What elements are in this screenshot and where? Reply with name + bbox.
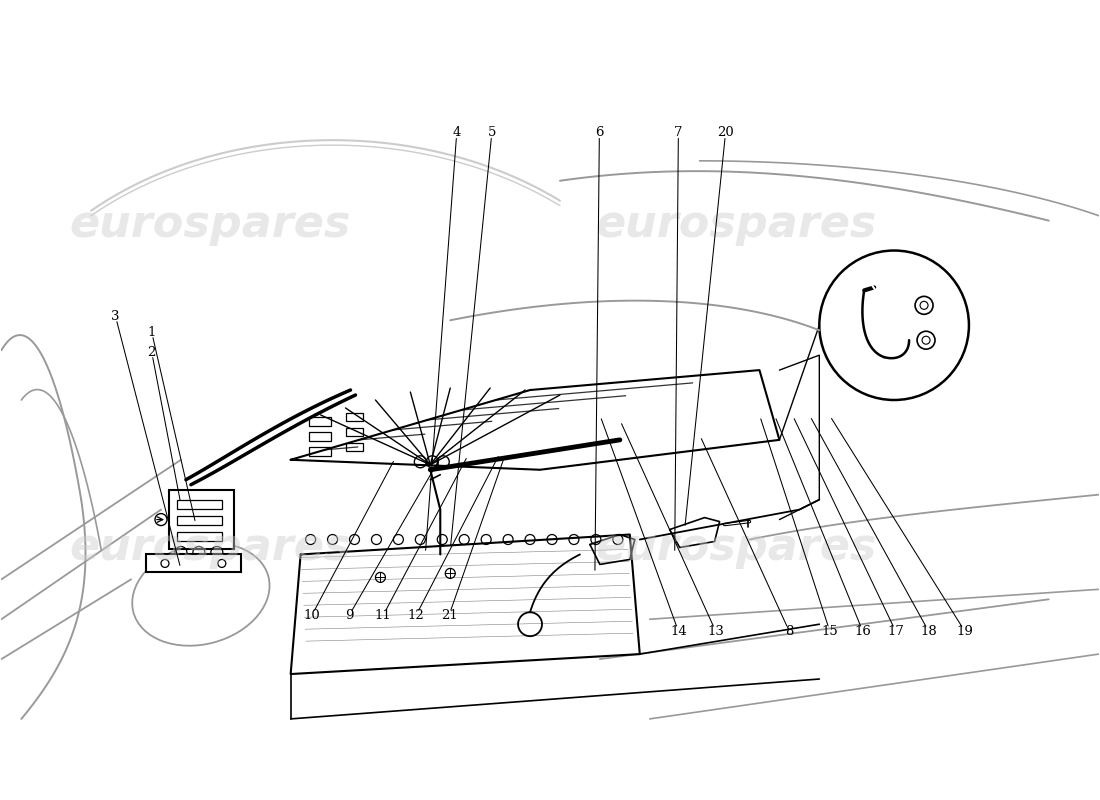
Text: 9: 9 xyxy=(345,609,353,622)
Bar xyxy=(345,413,363,421)
Text: 17: 17 xyxy=(888,625,904,638)
Text: 16: 16 xyxy=(855,625,871,638)
Bar xyxy=(345,428,363,436)
Text: eurospares: eurospares xyxy=(69,526,351,569)
Text: eurospares: eurospares xyxy=(69,203,351,246)
Text: 2: 2 xyxy=(147,346,156,358)
FancyBboxPatch shape xyxy=(146,554,241,572)
Text: 11: 11 xyxy=(375,609,392,622)
Bar xyxy=(309,417,331,426)
Bar xyxy=(309,432,331,441)
Text: eurospares: eurospares xyxy=(596,526,877,569)
Text: 18: 18 xyxy=(921,625,937,638)
Text: 15: 15 xyxy=(822,625,838,638)
FancyBboxPatch shape xyxy=(169,490,234,550)
Text: 1: 1 xyxy=(147,326,156,338)
Text: 20: 20 xyxy=(717,126,734,139)
Text: 19: 19 xyxy=(956,625,974,638)
Bar xyxy=(177,515,222,525)
Text: 7: 7 xyxy=(674,126,683,139)
Text: 21: 21 xyxy=(441,609,458,622)
Text: 5: 5 xyxy=(487,126,496,139)
Text: 12: 12 xyxy=(408,609,425,622)
Bar xyxy=(309,447,331,456)
Text: 13: 13 xyxy=(707,625,724,638)
Text: 8: 8 xyxy=(785,625,793,638)
Bar xyxy=(177,500,222,509)
Text: 10: 10 xyxy=(304,609,320,622)
Circle shape xyxy=(820,250,969,400)
Bar xyxy=(177,531,222,541)
Text: 14: 14 xyxy=(670,625,686,638)
Text: eurospares: eurospares xyxy=(596,203,877,246)
Text: 6: 6 xyxy=(595,126,604,139)
Bar xyxy=(345,443,363,451)
Text: 4: 4 xyxy=(452,126,461,139)
Text: 3: 3 xyxy=(111,310,120,322)
